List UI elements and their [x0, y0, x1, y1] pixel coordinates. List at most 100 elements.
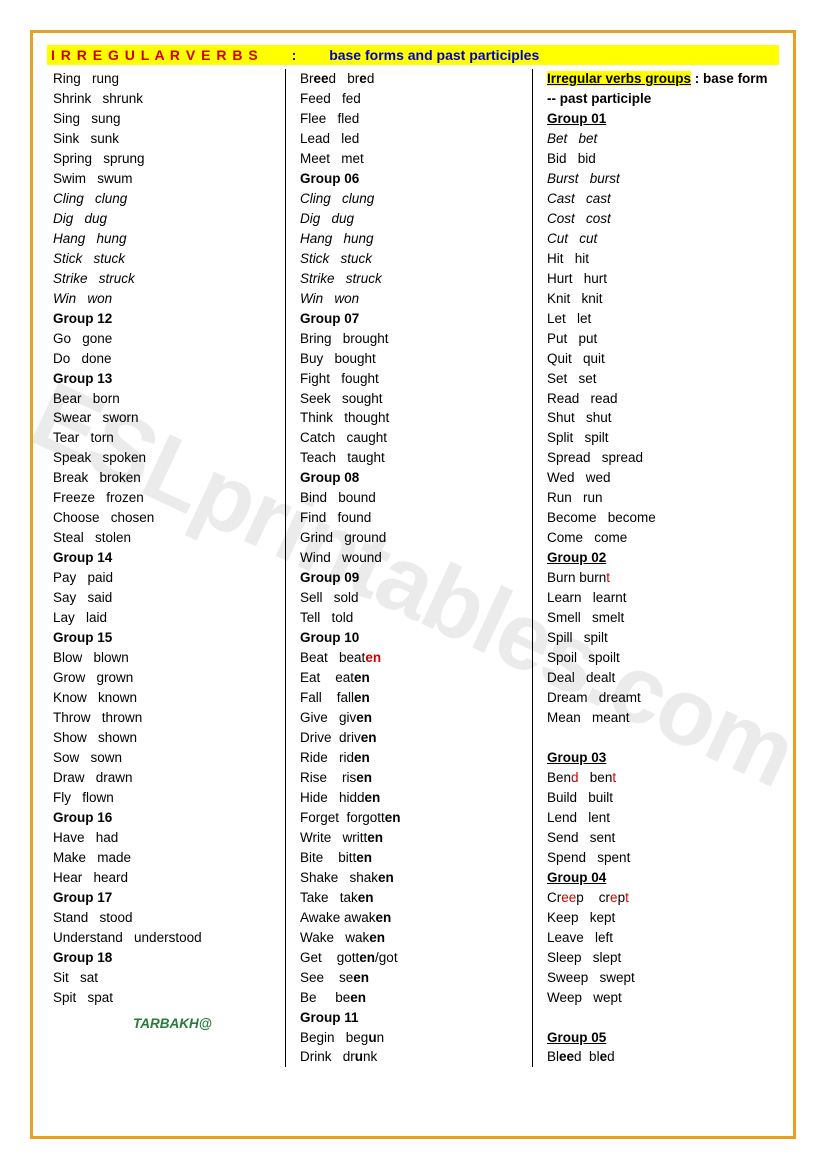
verb-line: Hang hung	[53, 229, 279, 249]
blank-line	[547, 1008, 773, 1028]
verb-line: Strike struck	[53, 269, 279, 289]
group-header: Group 10	[300, 628, 526, 648]
verb-line: Seek sought	[300, 389, 526, 409]
verb-line: Find found	[300, 508, 526, 528]
columns: Ring rungShrink shrunkSing sungSink sunk…	[47, 69, 779, 1067]
verb-line: Bid bid	[547, 149, 773, 169]
verb-line: Let let	[547, 309, 773, 329]
verb-line: Go gone	[53, 329, 279, 349]
verb-line: Dig dug	[300, 209, 526, 229]
verb-line: Break broken	[53, 468, 279, 488]
verb-line: Blow blown	[53, 648, 279, 668]
verb-line: Begin begun	[300, 1028, 526, 1048]
verb-line: Make made	[53, 848, 279, 868]
verb-line: Cost cost	[547, 209, 773, 229]
group-header: Group 14	[53, 548, 279, 568]
verb-line: Freeze frozen	[53, 488, 279, 508]
verb-line: Meet met	[300, 149, 526, 169]
verb-line: Come come	[547, 528, 773, 548]
verb-line: Eat eaten	[300, 668, 526, 688]
group-header: Group 06	[300, 169, 526, 189]
verb-line: Fight fought	[300, 369, 526, 389]
verb-line: Sit sat	[53, 968, 279, 988]
title-main: I R R E G U L A R V E R B S	[51, 47, 259, 63]
title-bar: I R R E G U L A R V E R B S : base forms…	[47, 45, 779, 65]
group-header: Group 16	[53, 808, 279, 828]
verb-line: Stick stuck	[53, 249, 279, 269]
verb-line: Awake awaken	[300, 908, 526, 928]
verb-line: Run run	[547, 488, 773, 508]
verb-line: Drive driven	[300, 728, 526, 748]
verb-line: Deal dealt	[547, 668, 773, 688]
verb-line: Send sent	[547, 828, 773, 848]
title-sub: base forms and past participles	[329, 47, 539, 63]
verb-line: Leave left	[547, 928, 773, 948]
verb-line: Hide hidden	[300, 788, 526, 808]
verb-line: Spill spilt	[547, 628, 773, 648]
verb-line: Quit quit	[547, 349, 773, 369]
verb-line: Bring brought	[300, 329, 526, 349]
page-border: ESLprintables.com I R R E G U L A R V E …	[30, 30, 796, 1139]
verb-line: Shake shaken	[300, 868, 526, 888]
verb-line: Write written	[300, 828, 526, 848]
verb-line: Wake waken	[300, 928, 526, 948]
verb-line: Cut cut	[547, 229, 773, 249]
group-header: Group 03	[547, 748, 773, 768]
verb-line: Lay laid	[53, 608, 279, 628]
verb-line: Shut shut	[547, 408, 773, 428]
verb-line: Spread spread	[547, 448, 773, 468]
verb-line: Read read	[547, 389, 773, 409]
verb-line: Learn learnt	[547, 588, 773, 608]
verb-line: Choose chosen	[53, 508, 279, 528]
verb-line: Build built	[547, 788, 773, 808]
verb-line: Rise risen	[300, 768, 526, 788]
verb-line: Draw drawn	[53, 768, 279, 788]
verb-line: Sing sung	[53, 109, 279, 129]
verb-line: Feed fed	[300, 89, 526, 109]
verb-line: Tell told	[300, 608, 526, 628]
verb-line: Hurt hurt	[547, 269, 773, 289]
verb-line: Put put	[547, 329, 773, 349]
verb-line: Tear torn	[53, 428, 279, 448]
group-header: Group 17	[53, 888, 279, 908]
verb-line: Swim swum	[53, 169, 279, 189]
verb-line: Fall fallen	[300, 688, 526, 708]
verb-line: Spend spent	[547, 848, 773, 868]
group-header: Group 04	[547, 868, 773, 888]
verb-line: Mean meant	[547, 708, 773, 728]
column-3: Irregular verbs groups : base form -- pa…	[533, 69, 779, 1067]
group-header: Group 08	[300, 468, 526, 488]
verb-line: Sweep swept	[547, 968, 773, 988]
verb-line: Burst burst	[547, 169, 773, 189]
verb-line: Lead led	[300, 129, 526, 149]
verb-line: Drink drunk	[300, 1047, 526, 1067]
verb-line: Sleep slept	[547, 948, 773, 968]
group-header: Group 02	[547, 548, 773, 568]
verb-line: Shrink shrunk	[53, 89, 279, 109]
verb-line: Lend lent	[547, 808, 773, 828]
verb-line: Cling clung	[300, 189, 526, 209]
signature: TARBAKH@	[53, 1014, 279, 1034]
group-header: Group 09	[300, 568, 526, 588]
verb-line: Swear sworn	[53, 408, 279, 428]
verb-line: Give given	[300, 708, 526, 728]
verb-line: Keep kept	[547, 908, 773, 928]
verb-line: Ride riden	[300, 748, 526, 768]
verb-line: Bind bound	[300, 488, 526, 508]
verb-line: See seen	[300, 968, 526, 988]
verb-line: Strike struck	[300, 269, 526, 289]
verb-line: Steal stolen	[53, 528, 279, 548]
verb-line: Bear born	[53, 389, 279, 409]
verb-line: Stand stood	[53, 908, 279, 928]
group-header: Group 18	[53, 948, 279, 968]
verb-line: Spring sprung	[53, 149, 279, 169]
verb-line: Knit knit	[547, 289, 773, 309]
verb-line: Wind wound	[300, 548, 526, 568]
verb-line: Stick stuck	[300, 249, 526, 269]
group-header: Group 15	[53, 628, 279, 648]
verb-line: Cast cast	[547, 189, 773, 209]
group-header: Group 12	[53, 309, 279, 329]
column-2: Breed bredFeed fedFlee fledLead ledMeet …	[286, 69, 533, 1067]
verb-line: Flee fled	[300, 109, 526, 129]
verb-line: Know known	[53, 688, 279, 708]
